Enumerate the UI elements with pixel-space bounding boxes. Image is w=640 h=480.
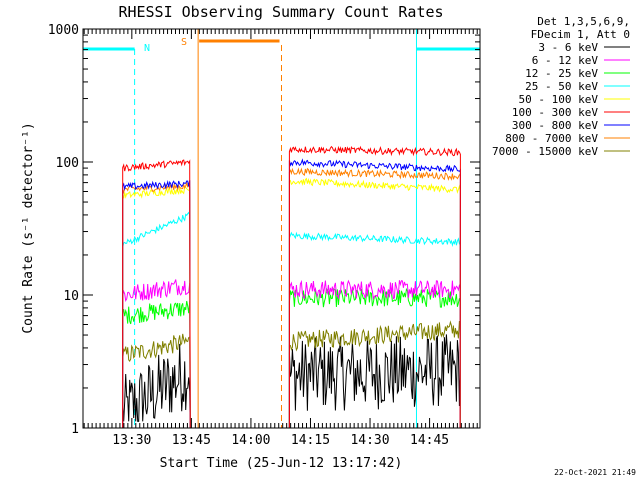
y-tick-label: 1 — [71, 422, 79, 437]
series-line-5-seg-1 — [288, 145, 461, 429]
series-line-3-seg-0 — [122, 211, 191, 429]
plot-frame — [82, 28, 481, 429]
series-line-7-seg-0 — [122, 181, 191, 429]
legend-label: 100 - 300 keV — [512, 106, 598, 119]
legend-label: 3 - 6 keV — [538, 41, 598, 54]
x-axis-label: Start Time (25-Jun-12 13:17:42) — [160, 456, 403, 471]
legend-label: 300 - 800 keV — [512, 119, 598, 132]
legend-label: 6 - 12 keV — [532, 54, 599, 67]
y-axis-label: Count Rate (s⁻¹ detector⁻¹) — [21, 122, 36, 333]
night-label: N — [144, 43, 150, 54]
x-tick-label: 14:45 — [410, 433, 449, 448]
night-saa-bands-layer — [83, 29, 481, 428]
legend-label: 12 - 25 keV — [525, 67, 598, 80]
series-line-6-seg-1 — [288, 158, 461, 429]
x-tick-label: 13:30 — [112, 433, 151, 448]
axes-ticks-layer: 13:30 13:45 14:00 14:15 14:30 14:45 1 10 100 1000 — [48, 23, 480, 448]
legend-label: 7000 - 15000 keV — [492, 145, 598, 158]
y-tick-label: 1000 — [48, 23, 79, 38]
series-line-6-seg-0 — [122, 180, 191, 429]
footer-timestamp: 22-Oct-2021 21:49 — [554, 468, 636, 477]
series-line-5-seg-0 — [122, 159, 191, 429]
x-tick-label: 14:30 — [350, 433, 389, 448]
legend-label: 50 - 100 keV — [519, 93, 599, 106]
series-line-0-seg-1 — [288, 334, 461, 429]
x-tick-label: 14:00 — [231, 433, 270, 448]
legend-label: 800 - 7000 keV — [505, 132, 598, 145]
saa-label: S — [181, 37, 187, 48]
y-tick-label: 10 — [63, 289, 79, 304]
series-line-4-seg-0 — [122, 186, 191, 429]
series-line-8-seg-0 — [122, 333, 191, 429]
series-line-8-seg-1 — [288, 320, 461, 429]
series-line-1-seg-1 — [288, 279, 461, 429]
x-tick-label: 14:15 — [291, 433, 330, 448]
legend-header-line-1: Det 1,3,5,6,9, — [537, 15, 630, 28]
legend-header-line-2: FDecim 1, Att 0 — [531, 28, 630, 41]
y-tick-label: 100 — [56, 156, 79, 171]
series-line-7-seg-1 — [288, 167, 461, 429]
series-line-2-seg-1 — [288, 287, 461, 429]
x-tick-label: 13:45 — [172, 433, 211, 448]
chart-title: RHESSI Observing Summary Count Rates — [118, 3, 443, 21]
series-line-2-seg-0 — [122, 300, 191, 429]
series-line-1-seg-0 — [122, 279, 191, 429]
legend-label: 25 - 50 keV — [525, 80, 598, 93]
series-line-0-seg-0 — [122, 343, 191, 429]
series-data-layer — [122, 145, 461, 429]
series-line-4-seg-1 — [288, 177, 461, 429]
series-line-3-seg-1 — [288, 231, 461, 429]
